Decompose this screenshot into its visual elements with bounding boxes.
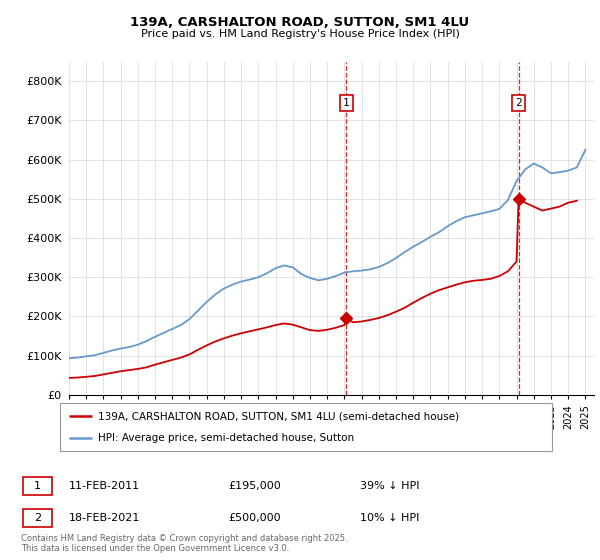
Text: 10% ↓ HPI: 10% ↓ HPI — [360, 513, 419, 523]
Text: 1: 1 — [343, 98, 350, 108]
Text: £195,000: £195,000 — [228, 481, 281, 491]
FancyBboxPatch shape — [23, 509, 52, 527]
Text: 1: 1 — [34, 481, 41, 491]
Text: £500,000: £500,000 — [228, 513, 281, 523]
Text: 18-FEB-2021: 18-FEB-2021 — [69, 513, 140, 523]
Text: 2: 2 — [34, 513, 41, 523]
Text: 11-FEB-2011: 11-FEB-2011 — [69, 481, 140, 491]
Text: 39% ↓ HPI: 39% ↓ HPI — [360, 481, 419, 491]
Text: 2: 2 — [515, 98, 522, 108]
Text: Contains HM Land Registry data © Crown copyright and database right 2025.
This d: Contains HM Land Registry data © Crown c… — [21, 534, 347, 553]
FancyBboxPatch shape — [60, 403, 552, 451]
Text: Price paid vs. HM Land Registry's House Price Index (HPI): Price paid vs. HM Land Registry's House … — [140, 29, 460, 39]
Text: 139A, CARSHALTON ROAD, SUTTON, SM1 4LU: 139A, CARSHALTON ROAD, SUTTON, SM1 4LU — [130, 16, 470, 29]
Text: 139A, CARSHALTON ROAD, SUTTON, SM1 4LU (semi-detached house): 139A, CARSHALTON ROAD, SUTTON, SM1 4LU (… — [98, 411, 460, 421]
FancyBboxPatch shape — [23, 477, 52, 495]
Text: HPI: Average price, semi-detached house, Sutton: HPI: Average price, semi-detached house,… — [98, 433, 355, 443]
